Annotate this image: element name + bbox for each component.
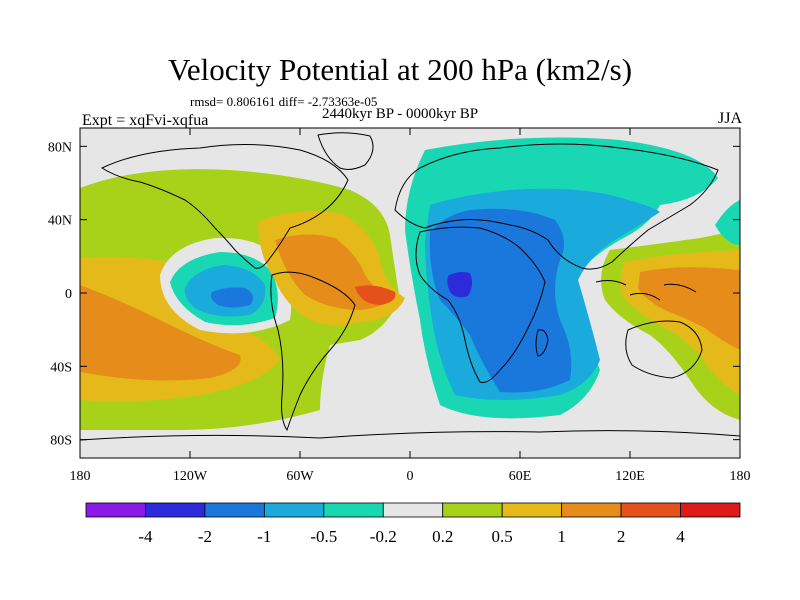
- australia-coast: [625, 320, 703, 379]
- colorbar-swatch: [680, 502, 741, 518]
- latitude-axis: 80N 40N 0 40S 80S: [48, 140, 740, 449]
- colorbar-level-label: -1: [257, 527, 271, 546]
- longitude-axis: 180 120W 60W 0 60E 120E 180: [70, 128, 751, 484]
- lon-tick-label: 0: [407, 469, 414, 484]
- colorbar-level-label: -4: [138, 527, 153, 546]
- europe-asia-coast: [394, 143, 719, 270]
- africa-coast: [415, 226, 546, 383]
- contour-field: [80, 128, 740, 458]
- maritime-continent-coast: [595, 280, 697, 301]
- lat-tick-label: 0: [65, 287, 72, 302]
- colorbar: -4 -2 -1 -0.5 -0.2 0.2 0.5 1 2 4: [85, 502, 741, 546]
- experiment-label: Expt = xqFvi-xqfua: [82, 112, 209, 129]
- colorbar-level-label: 0.5: [492, 527, 513, 546]
- greenland-coast: [317, 132, 374, 170]
- colorbar-swatch: [561, 502, 622, 518]
- colorbar-level-label: 0.2: [432, 527, 453, 546]
- colorbar-level-label: 1: [557, 527, 566, 546]
- colorbar-swatch: [620, 502, 681, 518]
- colorbar-swatch: [204, 502, 265, 518]
- colorbar-level-label: -0.2: [370, 527, 397, 546]
- colorbar-level-label: 2: [617, 527, 626, 546]
- colorbar-swatch: [382, 502, 444, 518]
- south-america-coast: [270, 271, 356, 432]
- coastlines: [80, 132, 740, 441]
- lon-tick-label: 180: [70, 469, 91, 484]
- colorbar-swatch: [263, 502, 325, 518]
- lon-tick-label: 120W: [173, 469, 208, 484]
- contour-nepac-neg-0.2: [715, 200, 740, 245]
- lat-tick-label: 40N: [48, 214, 72, 229]
- north-america-coast: [100, 143, 349, 269]
- colorbar-swatch: [145, 502, 206, 518]
- stats-line: rmsd= 0.806161 diff= -2.73363e-05: [190, 94, 378, 109]
- lon-tick-label: 60E: [509, 469, 532, 484]
- lon-tick-label: 120E: [615, 469, 645, 484]
- colorbar-level-label: 4: [676, 527, 685, 546]
- colorbar-swatch: [323, 502, 384, 518]
- colorbar-swatch: [442, 502, 503, 518]
- colorbar-swatch: [501, 502, 563, 518]
- lon-tick-label: 60W: [286, 469, 314, 484]
- contour-epac-neg-2: [210, 287, 254, 308]
- lat-tick-label: 40S: [50, 360, 72, 375]
- contour-pacific-pos-1: [80, 285, 241, 381]
- lon-tick-label: 180: [730, 469, 751, 484]
- colorbar-swatch: [85, 502, 146, 518]
- lat-tick-label: 80N: [48, 140, 72, 155]
- colorbar-level-label: -0.5: [310, 527, 337, 546]
- map-title: Velocity Potential at 200 hPa (km2/s): [167, 52, 633, 87]
- contour-atl-pos-2: [355, 285, 396, 305]
- period-label: 2440kyr BP - 0000kyr BP: [322, 106, 479, 122]
- antarctica-coast: [80, 430, 740, 441]
- lat-tick-label: 80S: [50, 434, 72, 449]
- contour-wpac-pos-1: [638, 267, 740, 350]
- contour-africa-neg-2: [447, 272, 473, 298]
- colorbar-level-label: -2: [198, 527, 212, 546]
- madagascar-coast: [535, 329, 549, 357]
- season-label: JJA: [717, 110, 742, 127]
